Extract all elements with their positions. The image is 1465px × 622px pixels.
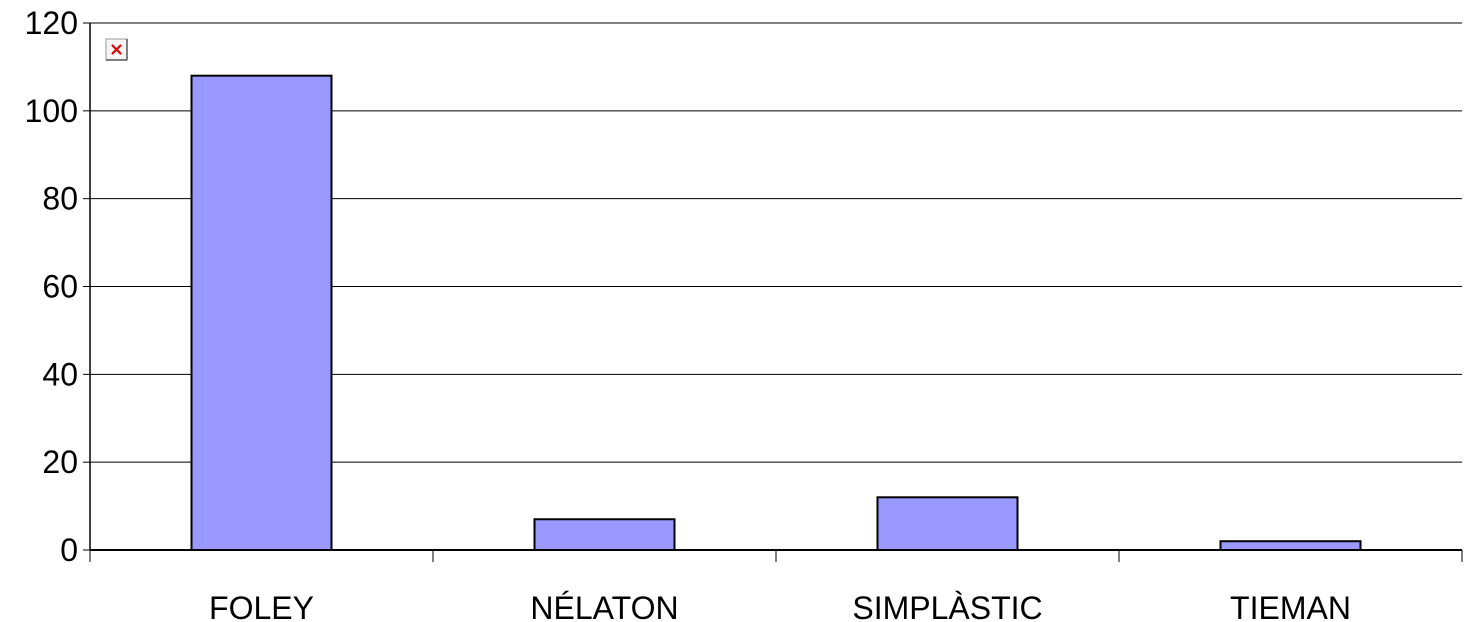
y-tick-label-120: 120 — [25, 5, 78, 41]
y-axis-ticks: 0 20 40 60 80 100 120 — [25, 5, 90, 568]
bar-nélaton — [533, 518, 676, 552]
y-tick-label-0: 0 — [60, 532, 78, 568]
y-tick-label-80: 80 — [42, 181, 78, 217]
y-tick-label-100: 100 — [25, 93, 78, 129]
bars — [190, 74, 1362, 552]
y-tick-label-20: 20 — [42, 444, 78, 480]
y-tick-label-40: 40 — [42, 356, 78, 392]
x-tick-label-3: TIEMAN — [1230, 590, 1351, 622]
x-axis-ticks: FOLEY NÉLATON SIMPLÀSTIC TIEMAN — [89, 550, 1463, 622]
y-tick-label-60: 60 — [42, 269, 78, 305]
broken-image-x-mark — [111, 44, 122, 55]
broken-image-icon — [105, 38, 128, 61]
bar-simplàstic — [876, 496, 1019, 551]
bar-foley — [190, 74, 333, 551]
x-tick-label-1: NÉLATON — [530, 590, 678, 622]
x-tick-label-0: FOLEY — [209, 590, 314, 622]
bar-tieman — [1219, 540, 1362, 552]
x-tick-label-2: SIMPLÀSTIC — [852, 590, 1042, 622]
